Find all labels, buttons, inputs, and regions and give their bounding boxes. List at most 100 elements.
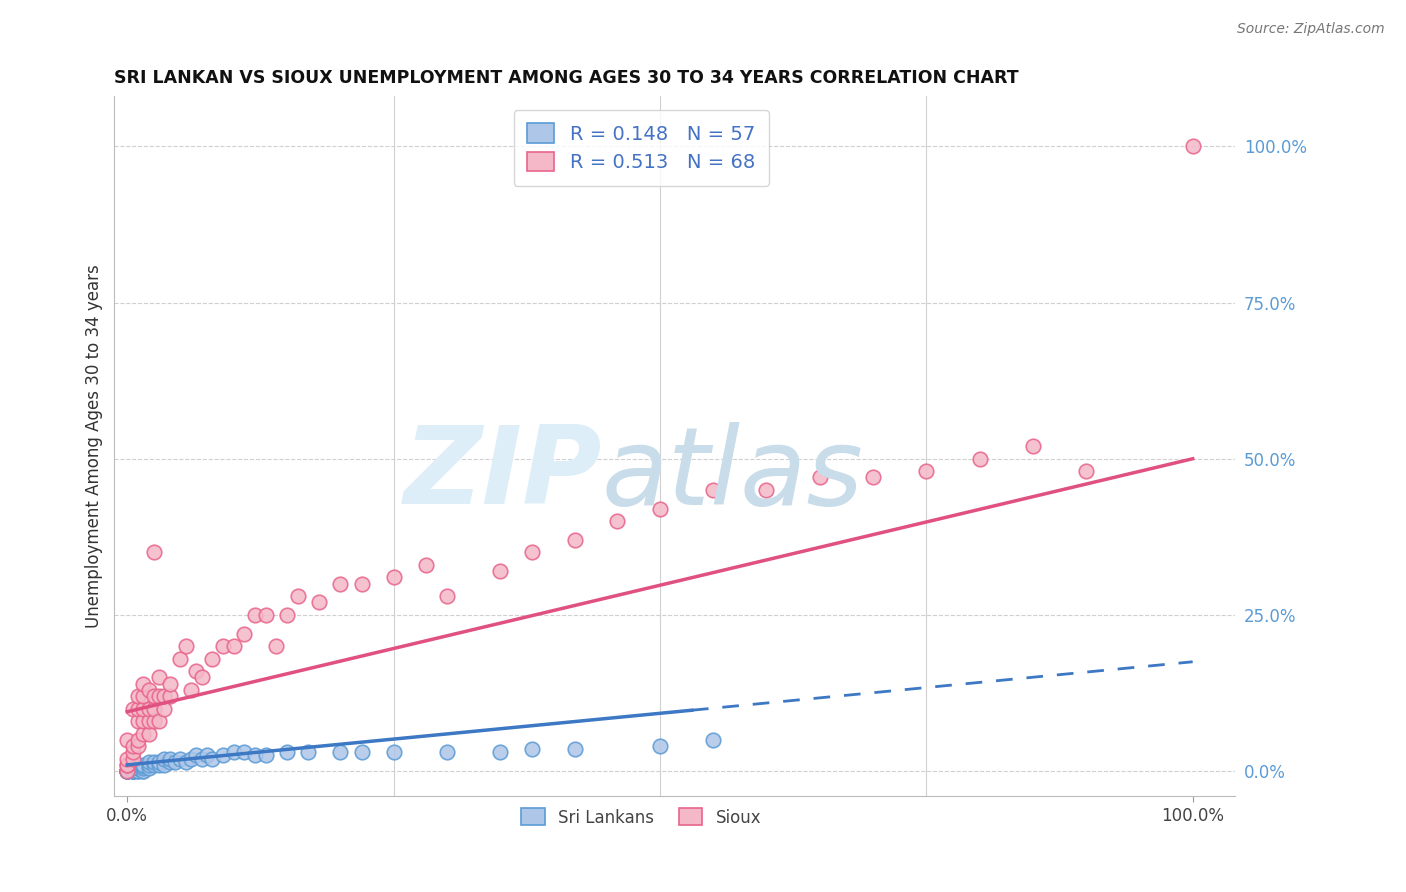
Point [564, 533, 586, 547]
Point [191, 751, 214, 765]
Point [132, 757, 155, 772]
Point [115, 764, 138, 778]
Point [115, 757, 138, 772]
Point [186, 664, 208, 678]
Point [115, 764, 138, 778]
Point [415, 558, 437, 572]
Point [186, 748, 208, 763]
Point [1076, 464, 1098, 478]
Point [382, 745, 405, 759]
Point [520, 742, 543, 756]
Point [138, 757, 160, 772]
Point [233, 745, 256, 759]
Y-axis label: Unemployment Among Ages 30 to 34 years: Unemployment Among Ages 30 to 34 years [86, 264, 103, 628]
Point [153, 689, 176, 703]
Point [297, 745, 319, 759]
Point [195, 748, 218, 763]
Point [148, 714, 170, 728]
Point [808, 470, 831, 484]
Point [127, 761, 149, 775]
Point [127, 764, 149, 778]
Point [121, 764, 143, 778]
Point [648, 739, 671, 753]
Point [148, 755, 170, 769]
Point [115, 757, 138, 772]
Point [142, 714, 165, 728]
Point [132, 714, 155, 728]
Point [138, 755, 160, 769]
Point [276, 607, 298, 622]
Point [121, 751, 143, 765]
Point [115, 764, 138, 778]
Point [115, 764, 138, 778]
Point [132, 726, 155, 740]
Point [138, 726, 160, 740]
Point [138, 761, 160, 775]
Point [174, 639, 197, 653]
Point [142, 755, 165, 769]
Legend: Sri Lankans, Sioux: Sri Lankans, Sioux [515, 802, 768, 833]
Point [132, 761, 155, 775]
Point [115, 764, 138, 778]
Point [138, 714, 160, 728]
Point [115, 732, 138, 747]
Point [121, 739, 143, 753]
Point [350, 576, 373, 591]
Point [132, 759, 155, 773]
Point [159, 751, 181, 765]
Point [159, 689, 181, 703]
Point [121, 745, 143, 759]
Point [169, 651, 191, 665]
Point [254, 607, 277, 622]
Point [243, 607, 266, 622]
Point [489, 745, 512, 759]
Point [142, 701, 165, 715]
Point [436, 589, 458, 603]
Point [142, 757, 165, 772]
Point [153, 751, 176, 765]
Point [121, 764, 143, 778]
Point [564, 742, 586, 756]
Point [350, 745, 373, 759]
Point [165, 755, 187, 769]
Point [121, 764, 143, 778]
Point [489, 564, 512, 578]
Text: SRI LANKAN VS SIOUX UNEMPLOYMENT AMONG AGES 30 TO 34 YEARS CORRELATION CHART: SRI LANKAN VS SIOUX UNEMPLOYMENT AMONG A… [114, 69, 1019, 87]
Point [266, 639, 288, 653]
Point [169, 751, 191, 765]
Point [212, 639, 235, 653]
Point [127, 714, 149, 728]
Point [606, 514, 628, 528]
Point [254, 748, 277, 763]
Point [115, 764, 138, 778]
Point [127, 701, 149, 715]
Point [121, 764, 143, 778]
Point [702, 732, 724, 747]
Point [222, 639, 245, 653]
Point [180, 682, 202, 697]
Point [276, 745, 298, 759]
Point [138, 701, 160, 715]
Point [702, 483, 724, 497]
Point [174, 755, 197, 769]
Point [329, 576, 352, 591]
Point [127, 761, 149, 775]
Point [115, 764, 138, 778]
Point [969, 451, 991, 466]
Point [755, 483, 778, 497]
Point [201, 651, 224, 665]
Point [243, 748, 266, 763]
Point [915, 464, 938, 478]
Point [287, 589, 309, 603]
Point [436, 745, 458, 759]
Point [1022, 439, 1045, 453]
Point [127, 764, 149, 778]
Point [138, 682, 160, 697]
Point [148, 670, 170, 684]
Point [115, 764, 138, 778]
Point [153, 701, 176, 715]
Point [142, 689, 165, 703]
Point [329, 745, 352, 759]
Point [127, 732, 149, 747]
Point [132, 701, 155, 715]
